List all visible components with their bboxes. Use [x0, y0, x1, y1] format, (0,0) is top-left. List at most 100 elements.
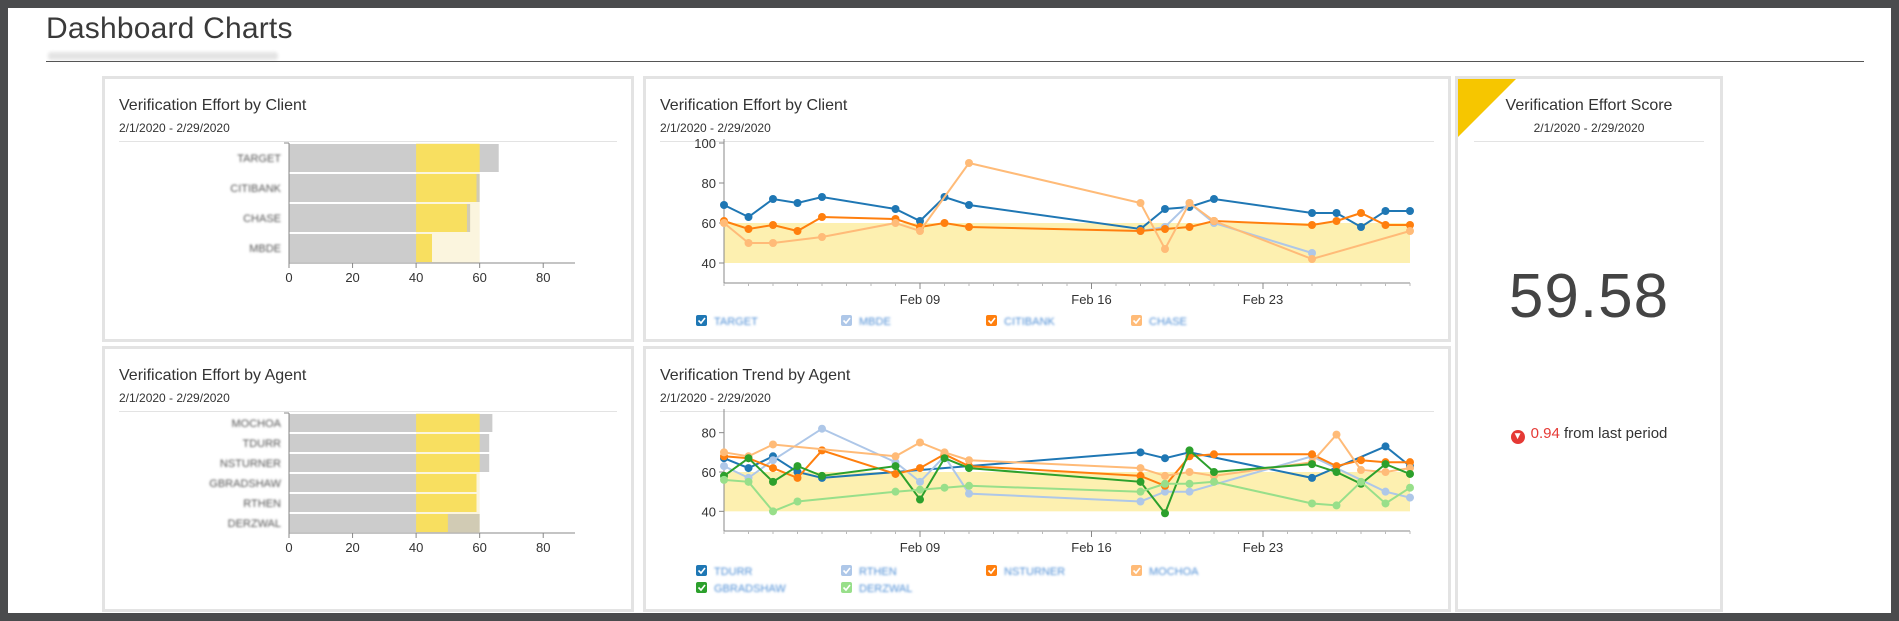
x-tick-label: Feb 09 — [900, 292, 940, 307]
series-point — [1332, 217, 1341, 225]
series-point — [965, 481, 973, 490]
series-point — [916, 227, 924, 235]
series-point — [793, 199, 802, 207]
legend-label[interactable]: DERZWAL — [859, 583, 912, 595]
series-line — [723, 195, 1410, 231]
series-point — [940, 219, 949, 227]
x-tick-label: 80 — [536, 270, 550, 285]
legend-label[interactable]: MOCHOA — [1149, 566, 1199, 578]
series-point — [1406, 227, 1414, 235]
y-tick-label: 80 — [702, 176, 716, 191]
series-point — [1357, 223, 1365, 231]
legend-label[interactable]: NSTURNER — [1004, 566, 1065, 578]
series-point — [1381, 442, 1390, 451]
legend-checkbox[interactable] — [696, 582, 707, 593]
x-tick-label: 20 — [345, 270, 359, 285]
series-point — [1406, 483, 1414, 492]
series-point — [916, 438, 924, 447]
legend-label[interactable]: MBDE — [859, 316, 891, 328]
x-tick-label: 40 — [409, 270, 423, 285]
title-divider — [46, 61, 1864, 62]
panel-title: Verification Effort by Agent — [119, 367, 307, 384]
legend-checkbox[interactable] — [841, 315, 852, 326]
series-point — [1210, 450, 1218, 459]
check-icon — [842, 584, 851, 592]
legend-label[interactable]: TARGET — [714, 316, 758, 328]
series-point — [769, 456, 777, 465]
legend-label[interactable]: RTHEN — [859, 566, 897, 578]
series-point — [916, 464, 924, 473]
legend-checkbox[interactable] — [696, 315, 707, 326]
series-point — [1381, 207, 1390, 215]
series-point — [1136, 448, 1145, 457]
series-point — [769, 464, 777, 473]
agent-bar-panel: Verification Effort by Agent 2/1/2020 - … — [102, 346, 634, 612]
x-tick-label: 60 — [472, 540, 486, 555]
series-line — [723, 449, 1410, 488]
legend-checkbox[interactable] — [1131, 565, 1142, 576]
series-point — [916, 495, 924, 504]
legend-checkbox[interactable] — [986, 315, 997, 326]
series-point — [744, 464, 753, 473]
check-icon — [697, 317, 706, 325]
series-point — [744, 225, 753, 233]
series-point — [1308, 255, 1316, 263]
legend-label[interactable]: CITIBANK — [1004, 316, 1055, 328]
series-point — [1406, 464, 1414, 473]
series-point — [818, 233, 826, 241]
series-point — [1332, 501, 1341, 510]
series-point — [916, 485, 924, 494]
series-point — [769, 477, 777, 486]
bar-category-label: CITIBANK — [230, 183, 281, 195]
series-point — [793, 473, 802, 482]
legend-label[interactable]: TDURR — [714, 566, 753, 578]
check-icon — [1132, 317, 1141, 325]
client-line-panel: Verification Effort by Client 2/1/2020 -… — [643, 76, 1451, 342]
panel-divider — [660, 141, 1434, 142]
check-icon — [842, 567, 851, 575]
series-point — [1308, 221, 1316, 229]
legend-label[interactable]: CHASE — [1149, 316, 1187, 328]
series-point — [818, 471, 826, 480]
series-point — [793, 227, 802, 235]
agent-bar-chart[interactable]: MOCHOA TDURR NSTURNER GBRADSHAW RTHEN DERZWAL… — [105, 349, 631, 609]
legend-checkbox[interactable] — [841, 565, 852, 576]
target-band — [416, 143, 480, 263]
series-line — [723, 448, 1411, 516]
series-point — [1308, 450, 1316, 459]
series-point — [744, 213, 753, 221]
series-point — [1357, 477, 1365, 486]
series-point — [965, 201, 973, 209]
series-point — [1136, 487, 1145, 496]
series-point — [1161, 245, 1169, 253]
check-icon — [697, 584, 706, 592]
series-point — [818, 424, 826, 433]
legend-checkbox[interactable] — [986, 565, 997, 576]
series-point — [1136, 199, 1145, 207]
client-bar-chart[interactable]: TARGET CITIBANK CHASE MBDE 0 20 40 60 80 — [105, 79, 631, 339]
x-tick-label: 60 — [472, 270, 486, 285]
legend-label[interactable]: GBRADSHAW — [714, 583, 786, 595]
legend-checkbox[interactable] — [1131, 315, 1142, 326]
series-point — [744, 454, 753, 463]
panel-date: 2/1/2020 - 2/29/2020 — [119, 391, 230, 405]
legend-checkbox[interactable] — [696, 565, 707, 576]
legend-checkbox[interactable] — [841, 582, 852, 593]
series-point — [1136, 471, 1145, 480]
bar-category-label: NSTURNER — [220, 458, 281, 470]
bar-band-fill — [416, 144, 480, 172]
target-band — [724, 472, 1410, 512]
series-point — [940, 448, 949, 457]
client-line-chart[interactable]: 40 60 80 100 Feb 09 Feb 16 Feb 23 TARGET MBDE CIT… — [646, 79, 1448, 339]
series-point — [818, 193, 826, 201]
series-point — [965, 159, 973, 167]
bar-category-label: MOCHOA — [232, 418, 282, 430]
agent-line-chart[interactable]: 40 60 80 Feb 09 Feb 16 Feb 23 TDURR RTHEN NSTURN… — [646, 349, 1448, 609]
series-point — [793, 468, 802, 476]
y-tick-label: 60 — [702, 465, 716, 480]
series-point — [891, 205, 900, 213]
series-point — [1185, 446, 1194, 455]
series-point — [1357, 456, 1365, 465]
series-point — [793, 497, 802, 506]
target-band — [416, 413, 480, 533]
